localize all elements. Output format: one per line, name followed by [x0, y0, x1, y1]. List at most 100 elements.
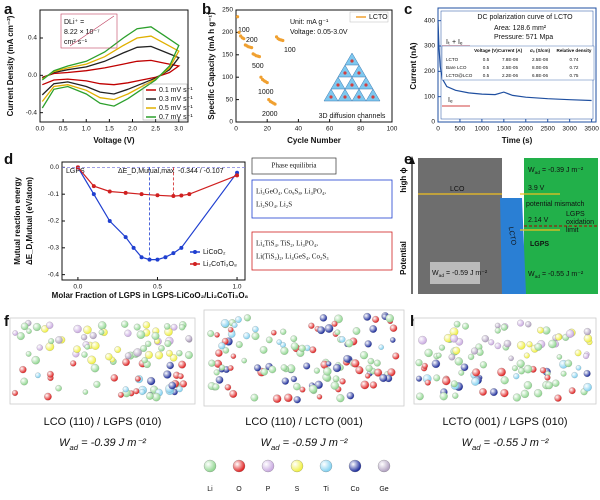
panel-label: f	[4, 313, 10, 330]
legend-box	[349, 11, 389, 23]
atom	[436, 352, 442, 359]
atom	[471, 347, 479, 355]
atom	[416, 392, 424, 401]
atom	[309, 346, 317, 354]
chart-title: DC polarization curve of LCTO	[477, 14, 573, 21]
atom	[503, 339, 512, 348]
y-tick-label: 250	[222, 7, 233, 14]
legend-label: 0.7 mV s⁻¹	[159, 114, 193, 121]
atom	[228, 365, 234, 371]
series-line	[41, 45, 180, 96]
element-label: S	[295, 486, 300, 493]
y-tick-label: 200	[424, 68, 435, 75]
atom	[81, 351, 88, 358]
atom	[329, 95, 333, 99]
lcto-region	[500, 198, 526, 294]
atom	[516, 359, 525, 368]
atom	[82, 389, 89, 395]
atom	[141, 357, 148, 364]
atom	[468, 353, 475, 360]
y-axis-label: Mutual reaction energy	[13, 177, 22, 265]
atom	[582, 353, 589, 360]
atom	[367, 358, 375, 365]
atom	[97, 321, 107, 330]
panel-label: d	[4, 151, 13, 168]
series-line	[41, 26, 180, 109]
atom	[26, 328, 32, 334]
atom	[20, 322, 29, 331]
atom	[281, 377, 289, 385]
atom	[147, 377, 156, 386]
annotation: 100	[238, 27, 250, 34]
data-point	[163, 255, 168, 260]
atom	[336, 394, 345, 403]
atom	[583, 383, 592, 392]
atom	[379, 374, 388, 383]
phase-title-box	[251, 157, 337, 175]
x-tick-label: 2.5	[151, 126, 160, 133]
atom	[452, 346, 461, 355]
mismatch-label: potential mismatch	[526, 201, 584, 208]
atom	[500, 323, 508, 331]
symbol: W	[59, 437, 71, 449]
atom	[350, 83, 354, 87]
atom	[16, 332, 25, 341]
atom	[270, 329, 277, 336]
table-cell: 2.5E-05	[502, 65, 519, 70]
polyhedron	[330, 76, 346, 90]
atom	[583, 334, 593, 343]
element-label: O	[236, 486, 242, 493]
atom	[523, 381, 533, 390]
annotation: 3D diffusion channels	[319, 113, 386, 120]
atom	[276, 339, 282, 345]
y-tick-label: -0.4	[48, 271, 60, 278]
y-axis-label: Current Density (mA cm⁻²)	[6, 15, 15, 116]
atom	[260, 368, 268, 376]
table-cell: 0.72	[570, 65, 579, 70]
atom	[293, 396, 301, 404]
atom	[537, 326, 544, 334]
table-cell: 0.75	[570, 73, 579, 78]
atom	[448, 353, 456, 361]
panel-label: c	[404, 1, 412, 18]
annotation: 500	[252, 63, 264, 70]
atom	[133, 388, 140, 395]
atom	[319, 314, 328, 322]
y-tick-label: 200	[222, 29, 233, 36]
atom	[424, 348, 433, 357]
element-label: P	[266, 486, 271, 493]
y-axis-label: Specific Capacity (mA h g⁻¹)	[207, 12, 216, 120]
legend-label: LCTO	[369, 14, 388, 21]
atom	[235, 316, 242, 323]
atom	[520, 389, 530, 398]
atom	[73, 345, 81, 353]
legend-marker	[193, 250, 197, 254]
x-axis-label: Time (s)	[502, 136, 533, 145]
table-cell: 2.5E-08	[532, 57, 549, 62]
data-point	[107, 189, 112, 194]
atom	[416, 375, 423, 382]
atom	[554, 394, 562, 402]
atom	[355, 366, 364, 375]
y-tick-label: 0.4	[28, 35, 37, 42]
data-point	[281, 38, 285, 43]
x-axis-label: Cycle Number	[287, 136, 341, 145]
panel-label: e	[404, 151, 412, 168]
table-header: σₑ (S/cm)	[530, 48, 551, 53]
atom	[453, 320, 461, 328]
phase-box	[251, 179, 393, 219]
table-header: Relative density	[557, 48, 592, 53]
atom	[323, 367, 332, 376]
data-point	[123, 190, 128, 195]
axis-label: high ϕ	[399, 167, 408, 192]
atom	[479, 388, 487, 396]
atom	[133, 348, 142, 357]
polyhedron	[344, 76, 360, 90]
atom	[568, 387, 576, 395]
atom	[497, 367, 506, 377]
atom	[252, 326, 259, 333]
atom	[452, 392, 459, 399]
atom	[317, 326, 326, 335]
value-text: = -0.39 J m⁻²	[540, 167, 584, 174]
annotation: 100	[284, 47, 296, 54]
